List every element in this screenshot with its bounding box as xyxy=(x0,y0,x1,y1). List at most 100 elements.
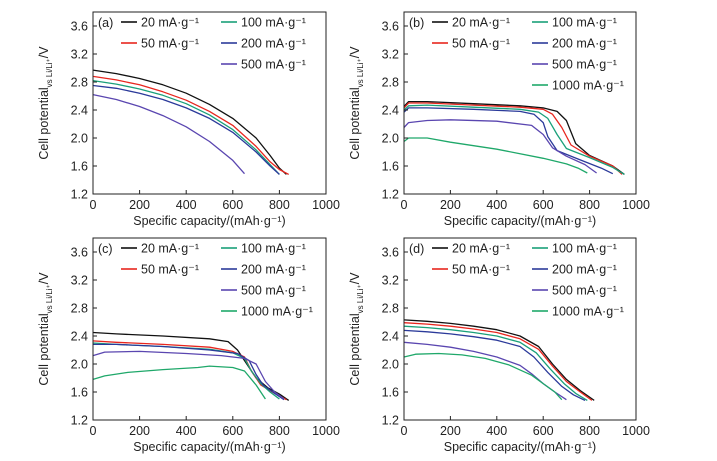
legend-label-20: 20 mA·g⁻¹ xyxy=(452,242,510,256)
legend-label-20: 20 mA·g⁻¹ xyxy=(452,16,510,30)
y-tick-label: 2.0 xyxy=(382,132,399,146)
y-tick-label: 1.2 xyxy=(382,414,399,428)
series-line-200 xyxy=(93,343,285,401)
y-tick-label: 1.6 xyxy=(382,160,399,174)
y-tick-label: 2.4 xyxy=(382,330,399,344)
x-tick-label: 1000 xyxy=(622,424,650,438)
x-tick-label: 200 xyxy=(440,198,461,212)
series-line-200 xyxy=(403,107,614,175)
x-axis-label: Specific capacity/(mAh·g⁻¹) xyxy=(133,214,285,228)
y-tick-label: 3.2 xyxy=(382,274,399,288)
legend-label-200: 200 mA·g⁻¹ xyxy=(552,37,617,51)
y-tick-label: 1.6 xyxy=(71,160,88,174)
series-line-20 xyxy=(403,100,625,175)
x-tick-label: 1000 xyxy=(312,198,340,212)
legend-label-100: 100 mA·g⁻¹ xyxy=(241,242,306,256)
series-line-1000 xyxy=(403,137,588,174)
y-tick-label: 2.4 xyxy=(71,104,88,118)
x-tick-label: 800 xyxy=(579,424,600,438)
x-tick-label: 800 xyxy=(269,424,290,438)
x-tick-label: 400 xyxy=(176,424,197,438)
legend-label-1000: 1000 mA·g⁻¹ xyxy=(241,305,313,319)
y-tick-label: 2.8 xyxy=(71,302,88,316)
y-tick-label: 2.0 xyxy=(71,358,88,372)
legend: 20 mA·g⁻¹ 50 mA·g⁻¹ 100 mA·g⁻¹ 200 mA·g⁻¹ 50… xyxy=(432,16,624,93)
x-tick-label: 200 xyxy=(440,424,461,438)
series-line-500 xyxy=(92,350,285,400)
y-tick-label: 2.4 xyxy=(382,104,399,118)
legend-label-50: 50 mA·g⁻¹ xyxy=(141,263,199,277)
y-tick-label: 1.2 xyxy=(71,414,88,428)
legend-label-20: 20 mA·g⁻¹ xyxy=(141,242,199,256)
x-axis-label: Specific capacity/(mAh·g⁻¹) xyxy=(444,214,596,228)
y-tick-label: 2.0 xyxy=(71,132,88,146)
legend-label-500: 500 mA·g⁻¹ xyxy=(241,284,306,298)
y-tick-label: 3.2 xyxy=(382,48,399,62)
x-tick-label: 200 xyxy=(129,424,150,438)
series-line-50 xyxy=(92,75,290,175)
series-line-50 xyxy=(403,102,623,175)
legend-label-500: 500 mA·g⁻¹ xyxy=(241,58,306,72)
y-tick-label: 3.6 xyxy=(382,20,399,34)
legend-label-100: 100 mA·g⁻¹ xyxy=(552,16,617,30)
plot-frame xyxy=(92,237,327,421)
panel-label: (b) xyxy=(409,16,424,30)
y-tick-label: 2.8 xyxy=(382,302,399,316)
legend-label-200: 200 mA·g⁻¹ xyxy=(552,263,617,277)
legend: 20 mA·g⁻¹ 50 mA·g⁻¹ 100 mA·g⁻¹ 200 mA·g⁻¹ 50… xyxy=(121,242,313,319)
x-tick-label: 1000 xyxy=(622,198,650,212)
series-line-100 xyxy=(403,104,625,175)
legend-label-1000: 1000 mA·g⁻¹ xyxy=(552,79,624,93)
legend-label-200: 200 mA·g⁻¹ xyxy=(241,37,306,51)
x-tick-label: 800 xyxy=(579,198,600,212)
y-tick-label: 2.8 xyxy=(382,76,399,90)
x-tick-label: 600 xyxy=(533,424,554,438)
x-tick-label: 400 xyxy=(486,424,507,438)
y-tick-label: 3.6 xyxy=(382,246,399,260)
y-tick-label: 1.2 xyxy=(382,188,399,202)
y-tick-label: 2.8 xyxy=(71,76,88,90)
legend-label-100: 100 mA·g⁻¹ xyxy=(241,16,306,30)
series-line-500 xyxy=(92,93,245,175)
y-axis-label: Cell potentialvs Li/Li⁺/V xyxy=(37,46,54,160)
legend: 20 mA·g⁻¹ 50 mA·g⁻¹ 100 mA·g⁻¹ 200 mA·g⁻¹ 50… xyxy=(432,242,624,319)
panel-label: (c) xyxy=(98,242,113,256)
series-line-1000 xyxy=(92,365,266,400)
series-line-20 xyxy=(92,331,290,401)
series-line-50 xyxy=(92,340,287,401)
y-tick-label: 2.4 xyxy=(71,330,88,344)
series-line-20 xyxy=(92,69,287,175)
x-tick-label: 600 xyxy=(222,424,243,438)
x-tick-label: 600 xyxy=(533,198,554,212)
y-axis-label: Cell potentialvs Li/Li⁺/V xyxy=(37,272,54,386)
x-tick-label: 400 xyxy=(486,198,507,212)
plot-frame xyxy=(92,11,327,195)
y-tick-label: 3.6 xyxy=(71,20,88,34)
legend-label-50: 50 mA·g⁻¹ xyxy=(141,37,199,51)
x-tick-label: 0 xyxy=(90,198,97,212)
legend-label-100: 100 mA·g⁻¹ xyxy=(552,242,617,256)
y-tick-label: 3.2 xyxy=(71,48,88,62)
legend-label-500: 500 mA·g⁻¹ xyxy=(552,284,617,298)
x-axis-label: Specific capacity/(mAh·g⁻¹) xyxy=(133,440,285,454)
x-tick-label: 200 xyxy=(129,198,150,212)
x-tick-label: 0 xyxy=(401,198,408,212)
legend-label-20: 20 mA·g⁻¹ xyxy=(141,16,199,30)
series-line-100 xyxy=(92,79,280,175)
y-tick-label: 3.2 xyxy=(71,274,88,288)
series-line-50 xyxy=(403,322,593,401)
legend-label-50: 50 mA·g⁻¹ xyxy=(452,37,510,51)
x-tick-label: 0 xyxy=(90,424,97,438)
x-tick-label: 1000 xyxy=(312,424,340,438)
x-tick-label: 800 xyxy=(269,198,290,212)
chart-panel-1: 0 200 400 600 800 1000 1.2 1.6 2.0 2.4 2.8 3.2 3.6 Sp… xyxy=(37,11,340,228)
x-tick-label: 600 xyxy=(222,198,243,212)
series-line-20 xyxy=(403,319,595,401)
x-axis-label: Specific capacity/(mAh·g⁻¹) xyxy=(444,440,596,454)
series-line-200 xyxy=(92,84,280,175)
y-axis-label: Cell potentialvs Li/Li⁺/V xyxy=(348,272,365,386)
y-axis-label: Cell potentialvs Li/Li⁺/V xyxy=(348,46,365,160)
chart-panel-2: 0 200 400 600 800 1000 1.2 1.6 2.0 2.4 2.8 3.2 3.6 Sp… xyxy=(348,11,650,228)
x-tick-label: 400 xyxy=(176,198,197,212)
